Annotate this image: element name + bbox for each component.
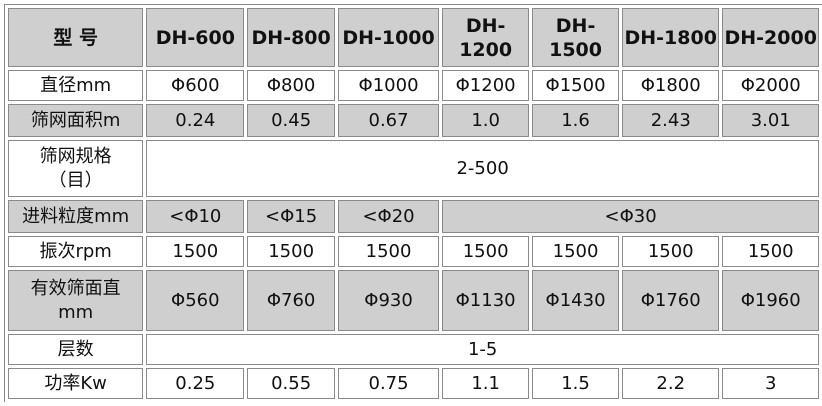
cell: 1500 <box>622 236 720 267</box>
row-label: 有效筛面直mm <box>8 270 144 331</box>
cell: 0.45 <box>247 104 335 137</box>
cell: Φ2000 <box>722 70 819 101</box>
cell: 0.67 <box>337 104 440 137</box>
cell: <Φ15 <box>247 200 335 233</box>
cell: 1.1 <box>442 368 530 399</box>
cell: Φ560 <box>146 270 245 331</box>
cell: 1500 <box>442 236 530 267</box>
model-header: DH-1000 <box>337 8 440 67</box>
row-label: 进料粒度mm <box>8 200 144 233</box>
cell: 1500 <box>722 236 819 267</box>
row-label: 层数 <box>8 334 144 365</box>
cell: <Φ10 <box>146 200 245 233</box>
row-label: 筛网面积m <box>8 104 144 137</box>
cell: 0.75 <box>337 368 440 399</box>
cell: 3.01 <box>722 104 819 137</box>
cell: 2-500 <box>146 140 819 197</box>
cell: 1.0 <box>442 104 530 137</box>
cell: 3 <box>722 368 819 399</box>
cell: Φ1760 <box>622 270 720 331</box>
cell: 1500 <box>532 236 619 267</box>
cell: 0.24 <box>146 104 245 137</box>
row-label: 振次rpm <box>8 236 144 267</box>
cell: 2.2 <box>622 368 720 399</box>
cell: Φ1430 <box>532 270 619 331</box>
row-layers: 层数 1-5 <box>8 334 819 365</box>
row-label: 筛网规格（目） <box>8 140 144 197</box>
cell: Φ1800 <box>622 70 720 101</box>
cell: Φ800 <box>247 70 335 101</box>
header-label: 型 号 <box>8 8 144 67</box>
cell: Φ1200 <box>442 70 530 101</box>
cell: Φ930 <box>337 270 440 331</box>
cell: 1500 <box>247 236 335 267</box>
row-label: 功率Kw <box>8 368 144 399</box>
row-effective: 有效筛面直mm Φ560 Φ760 Φ930 Φ1130 Φ1430 Φ1760… <box>8 270 819 331</box>
model-header: DH-2000 <box>722 8 819 67</box>
cell: Φ760 <box>247 270 335 331</box>
row-label: 直径mm <box>8 70 144 101</box>
model-header: DH-1800 <box>622 8 720 67</box>
cell: Φ1500 <box>532 70 619 101</box>
cell: Φ600 <box>146 70 245 101</box>
model-header: DH-1200 <box>442 8 530 67</box>
model-header: DH-1500 <box>532 8 619 67</box>
row-mesh: 筛网规格（目） 2-500 <box>8 140 819 197</box>
row-vibration: 振次rpm 1500 1500 1500 1500 1500 1500 1500 <box>8 236 819 267</box>
row-area: 筛网面积m 0.24 0.45 0.67 1.0 1.6 2.43 3.01 <box>8 104 819 137</box>
row-feed: 进料粒度mm <Φ10 <Φ15 <Φ20 <Φ30 <box>8 200 819 233</box>
cell: 0.25 <box>146 368 245 399</box>
cell: Φ1000 <box>337 70 440 101</box>
specification-table: 型 号 DH-600 DH-800 DH-1000 DH-1200 DH-150… <box>4 4 822 402</box>
cell: 1.5 <box>532 368 619 399</box>
model-header: DH-600 <box>146 8 245 67</box>
cell: Φ1960 <box>722 270 819 331</box>
cell: 1-5 <box>146 334 819 365</box>
row-diameter: 直径mm Φ600 Φ800 Φ1000 Φ1200 Φ1500 Φ1800 Φ… <box>8 70 819 101</box>
cell: <Φ20 <box>337 200 440 233</box>
cell: 1500 <box>146 236 245 267</box>
cell: 1.6 <box>532 104 619 137</box>
cell: 0.55 <box>247 368 335 399</box>
model-header: DH-800 <box>247 8 335 67</box>
cell: 2.43 <box>622 104 720 137</box>
cell: Φ1130 <box>442 270 530 331</box>
cell: <Φ30 <box>442 200 819 233</box>
cell: 1500 <box>337 236 440 267</box>
row-power: 功率Kw 0.25 0.55 0.75 1.1 1.5 2.2 3 <box>8 368 819 399</box>
